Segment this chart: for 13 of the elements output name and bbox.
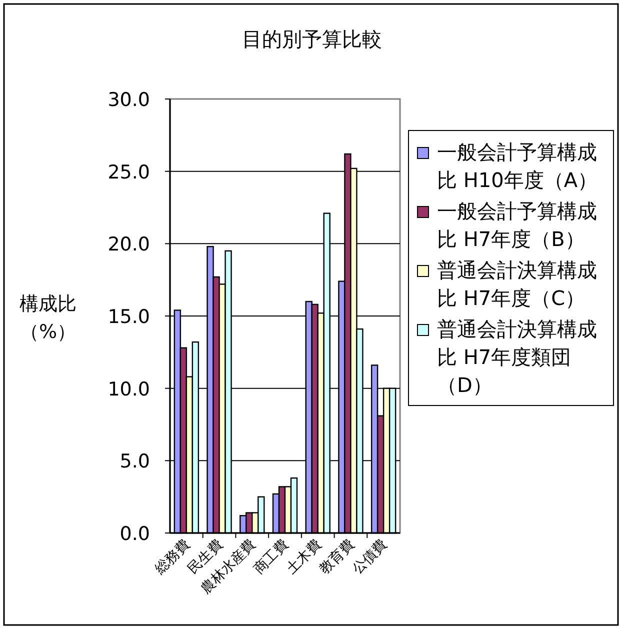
chart-title: 目的別予算比較 [241,26,383,53]
y-tick-label: 20.0 [108,234,150,256]
y-tick-label: 15.0 [108,306,150,328]
legend-label: 普通会計決算構成比 H7年度（C） [437,257,598,312]
y-axis-title: 構成比（%） [18,292,78,345]
legend-label: 一般会計予算構成比 H10年度（A） [437,139,599,194]
legend-label: 普通会計決算構成比 H7年度類団（D） [437,316,598,399]
y-tick-label: 30.0 [108,89,150,111]
y-tick-label: 0.0 [120,523,150,545]
y-tick-label: 5.0 [120,450,150,473]
legend-label: 一般会計予算構成比 H7年度（B） [437,198,598,253]
y-tick-label: 25.0 [108,161,150,184]
y-tick-label: 10.0 [108,378,150,400]
